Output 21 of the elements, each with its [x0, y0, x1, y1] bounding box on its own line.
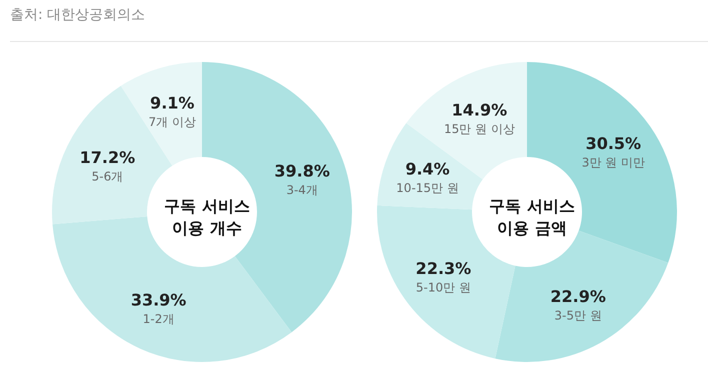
data-label: 30.5%: [586, 134, 642, 153]
slice-label: 10-15만 원: [396, 180, 459, 195]
text: 구독 서비스 이용 금액: [489, 196, 575, 238]
data-label: 17.2%: [80, 148, 136, 167]
slice-label: 5-6개: [92, 169, 124, 184]
slice-label: 3-5만 원: [554, 308, 602, 322]
data-label: 9.4%: [405, 159, 450, 178]
slice-label: 5-10만 원: [416, 280, 471, 294]
data-label: 14.9%: [452, 100, 508, 120]
slice-label: 3만 원 미만: [582, 155, 645, 170]
slice-label: 7개 이상: [148, 114, 196, 129]
data-label: 22.9%: [550, 286, 606, 306]
slice-label: 15만 원 이상: [444, 122, 515, 136]
source-note: 출처: 대한상공회의소: [10, 6, 146, 24]
slice-label: 1-2개: [142, 312, 174, 326]
data-label: 39.8%: [274, 161, 330, 180]
data-label: 22.3%: [416, 258, 472, 278]
data-label: 33.9%: [130, 290, 186, 310]
slice-label: 3-4개: [286, 182, 318, 197]
data-label: 9.1%: [150, 93, 194, 112]
text: 구독 서비스 이용 개수: [164, 196, 250, 238]
